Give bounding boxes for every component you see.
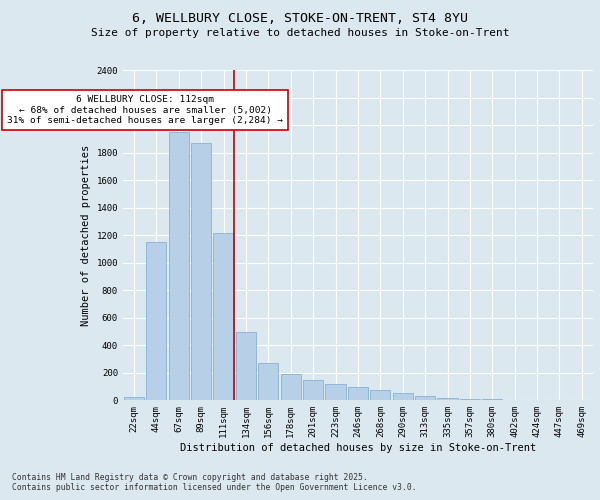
Bar bbox=[146, 242, 166, 400]
X-axis label: Distribution of detached houses by size in Stoke-on-Trent: Distribution of detached houses by size … bbox=[180, 443, 536, 453]
Text: Contains HM Land Registry data © Crown copyright and database right 2025.: Contains HM Land Registry data © Crown c… bbox=[12, 474, 368, 482]
Bar bbox=[303, 380, 323, 400]
Bar bbox=[191, 144, 211, 400]
Bar bbox=[258, 364, 278, 401]
Y-axis label: Number of detached properties: Number of detached properties bbox=[81, 145, 91, 326]
Bar bbox=[415, 396, 435, 400]
Bar bbox=[348, 386, 368, 400]
Text: 6, WELLBURY CLOSE, STOKE-ON-TRENT, ST4 8YU: 6, WELLBURY CLOSE, STOKE-ON-TRENT, ST4 8… bbox=[132, 12, 468, 26]
Bar bbox=[124, 397, 144, 400]
Bar bbox=[370, 390, 391, 400]
Bar bbox=[281, 374, 301, 400]
Bar bbox=[325, 384, 346, 400]
Text: Contains public sector information licensed under the Open Government Licence v3: Contains public sector information licen… bbox=[12, 484, 416, 492]
Bar bbox=[214, 232, 233, 400]
Text: Size of property relative to detached houses in Stoke-on-Trent: Size of property relative to detached ho… bbox=[91, 28, 509, 38]
Bar bbox=[392, 393, 413, 400]
Bar bbox=[460, 398, 480, 400]
Bar bbox=[236, 332, 256, 400]
Bar bbox=[437, 398, 458, 400]
Bar bbox=[169, 132, 189, 400]
Text: 6 WELLBURY CLOSE: 112sqm
← 68% of detached houses are smaller (5,002)
31% of sem: 6 WELLBURY CLOSE: 112sqm ← 68% of detach… bbox=[7, 95, 283, 125]
